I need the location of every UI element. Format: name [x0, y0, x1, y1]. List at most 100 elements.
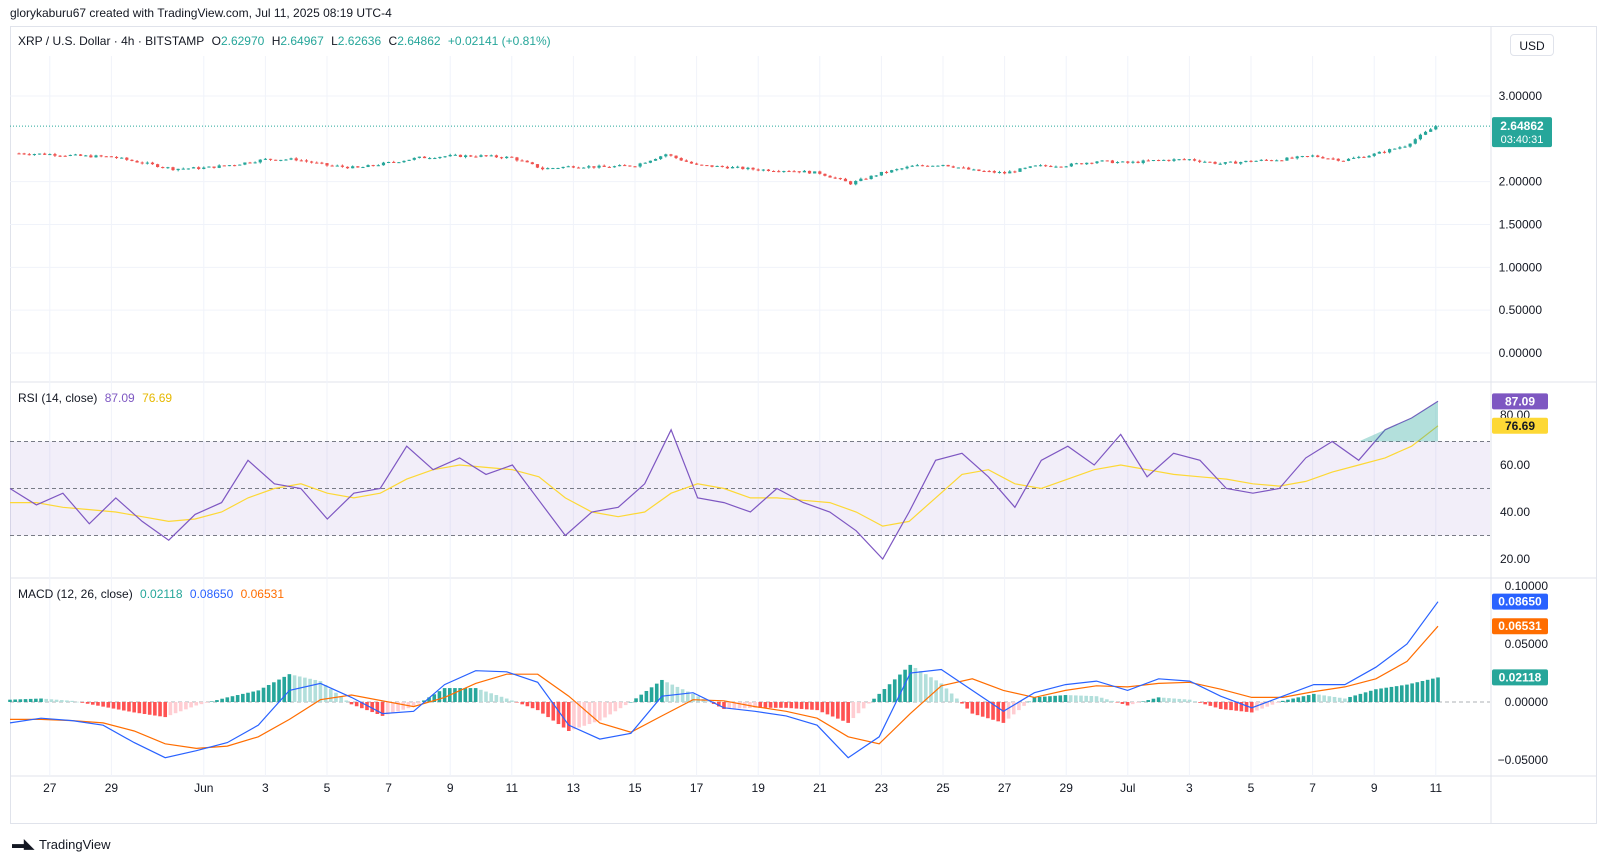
candle-body [109, 156, 113, 158]
macd-histogram-bar [142, 702, 147, 714]
candle-body [191, 167, 196, 169]
candle-body [1423, 131, 1428, 135]
price-tick-label: 1.00000 [1499, 260, 1543, 274]
macd-histogram-bar [328, 688, 333, 702]
macd-histogram-bar [168, 702, 173, 716]
macd-histogram-bar [153, 702, 157, 716]
macd-histogram-bar [184, 702, 188, 710]
x-tick-label: 11 [506, 781, 519, 795]
macd-histogram-bar [111, 702, 116, 709]
rsi-label[interactable]: RSI (14, close) [18, 391, 98, 405]
macd-histogram-bar [799, 702, 804, 709]
candle-body [1162, 159, 1166, 161]
candle-body [438, 156, 442, 159]
candle-body [1013, 171, 1017, 173]
macd-histogram-bar [1105, 699, 1109, 702]
symbol-title[interactable]: XRP / U.S. Dollar · 4h · BITSTAMP [18, 34, 205, 48]
candle-body [345, 166, 350, 169]
x-tick-label: 17 [690, 781, 704, 795]
candle-body [1352, 157, 1356, 159]
macd-histogram-bar [1224, 702, 1228, 710]
candle-body [227, 165, 232, 167]
candle-body [212, 166, 216, 168]
candle-body [1372, 153, 1376, 156]
candle-body [710, 165, 714, 167]
candle-body [494, 155, 498, 158]
macd-histogram-bar [391, 702, 395, 713]
candle-body [335, 165, 339, 167]
candle-body [849, 181, 853, 185]
macd-label[interactable]: MACD (12, 26, close) [18, 587, 133, 601]
macd-histogram-bar [1244, 702, 1249, 712]
macd-histogram-bar [1037, 696, 1042, 702]
candle-body [181, 168, 185, 170]
candle-body [854, 181, 858, 185]
macd-histogram-bar [784, 702, 788, 708]
candle-body [402, 160, 406, 163]
candle-body [1187, 159, 1191, 161]
macd-histogram-bar [1011, 702, 1016, 715]
candle-body [905, 166, 909, 169]
candle-body [289, 158, 293, 160]
macd-histogram-bar [732, 702, 737, 709]
candle-body [315, 162, 319, 164]
candle-body [643, 162, 647, 164]
macd-histogram-bar [970, 702, 975, 714]
candle-body [823, 173, 827, 176]
macd-histogram-bar [1405, 684, 1409, 702]
macd-histogram-bar [556, 702, 561, 725]
macd-histogram-bar [872, 698, 876, 702]
macd-histogram-bar [261, 687, 266, 702]
macd-histogram-bar [494, 695, 499, 702]
price-tick-label: 0.50000 [1499, 303, 1543, 317]
candle-body [340, 165, 344, 167]
macd-histogram-bar [225, 697, 230, 702]
macd-histogram-bar [887, 684, 892, 702]
candle-body [114, 156, 119, 159]
x-tick-label: 15 [628, 781, 642, 795]
macd-histogram-bar [1337, 697, 1342, 702]
candle-body [597, 165, 601, 168]
macd-histogram-bar [748, 702, 752, 708]
macd-histogram-bar [618, 702, 623, 709]
candle-body [1033, 165, 1037, 167]
candle-body [1295, 156, 1299, 159]
candle-body [1249, 160, 1253, 162]
macd-histogram-bar [422, 700, 426, 702]
currency-button[interactable]: USD [1510, 34, 1554, 56]
candle-body [941, 164, 945, 166]
axis-labels: 27 29 Jun 3 5 7 9 11 13 15 17 19 21 23 25 27 29 Jul 3 5 7 9 11… [43, 89, 1548, 795]
x-tick-label: 23 [875, 781, 889, 795]
x-tick-label: 3 [262, 781, 269, 795]
macd-histogram-bar [810, 702, 814, 710]
candle-body [258, 159, 262, 163]
candle-body [1105, 160, 1109, 162]
macd-histogram-bar [380, 702, 385, 716]
candle-body [202, 167, 206, 169]
candle-body [1049, 166, 1053, 168]
candle-body [1239, 162, 1243, 164]
candle-body [166, 167, 170, 169]
candle-body [392, 161, 396, 163]
footer-brand[interactable]: TradingView [39, 836, 111, 852]
macd-histogram-bar [856, 702, 861, 714]
candle-body [715, 165, 719, 167]
candle-body [535, 164, 540, 168]
macd-histogram-bar [427, 697, 431, 702]
macd-histogram-bar [1048, 696, 1052, 702]
candle-body [140, 162, 144, 164]
x-tick-label: 13 [567, 781, 581, 795]
candle-body [376, 165, 380, 167]
macd-histogram-bar [375, 702, 380, 714]
macd-histogram-bar [1399, 685, 1404, 702]
macd-histogram-bar [246, 692, 250, 702]
macd-histogram-bar [510, 700, 514, 702]
candle-body [1038, 165, 1043, 167]
candle-body [797, 171, 801, 173]
candle-body [176, 168, 180, 171]
macd-histogram-bar [903, 669, 907, 702]
candle-body [890, 170, 894, 173]
candle-body [417, 156, 421, 158]
macd-histogram-bar [955, 698, 959, 702]
